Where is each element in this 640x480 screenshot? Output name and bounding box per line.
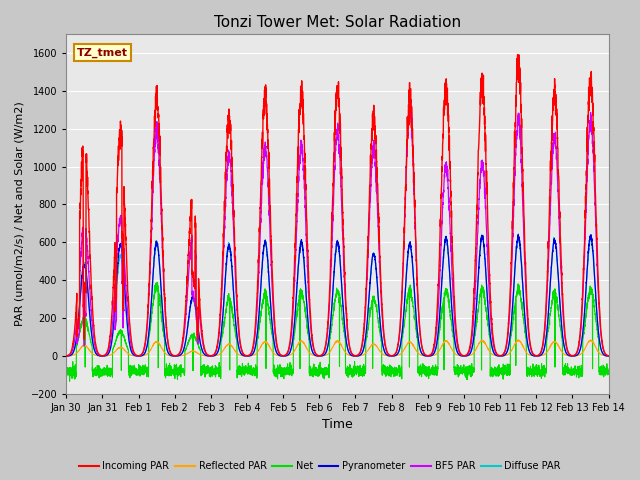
Legend: Incoming PAR, Reflected PAR, Net, Pyranometer, BF5 PAR, Diffuse PAR: Incoming PAR, Reflected PAR, Net, Pyrano…	[76, 457, 564, 475]
Title: Tonzi Tower Met: Solar Radiation: Tonzi Tower Met: Solar Radiation	[214, 15, 461, 30]
Text: TZ_tmet: TZ_tmet	[77, 48, 128, 58]
X-axis label: Time: Time	[322, 419, 353, 432]
Y-axis label: PAR (umol/m2/s) / Net and Solar (W/m2): PAR (umol/m2/s) / Net and Solar (W/m2)	[15, 101, 25, 326]
